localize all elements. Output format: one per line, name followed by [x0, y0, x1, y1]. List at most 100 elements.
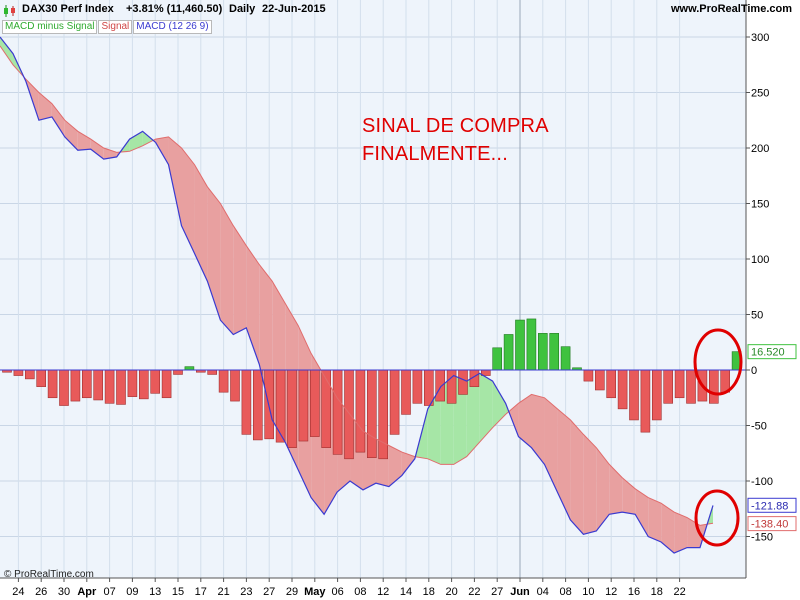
fill-bull-segment [466, 373, 480, 457]
histogram-bar [59, 369, 69, 406]
histogram-bar [708, 369, 719, 404]
histogram-bar [537, 333, 548, 371]
histogram-bar [47, 369, 58, 399]
fill-bear-segment [388, 445, 402, 487]
tag-signal: -138.40 [751, 519, 788, 531]
fill-bear-segment [557, 408, 571, 520]
x-axis: 24 26 30 Apr 07 09 13 15 17 21 23 27 29 May 06 08 12 14 18… [12, 578, 686, 598]
histogram-bar [401, 369, 411, 415]
x-tick-label: 09 [126, 586, 138, 598]
histogram-bar [116, 369, 126, 405]
histogram-bar [36, 369, 47, 387]
histogram-bar [560, 346, 571, 371]
histogram-bar [503, 334, 514, 371]
x-tick-label: 07 [103, 586, 115, 598]
x-tick-label: 27 [263, 586, 275, 598]
price-change: +3.81% (11,460.50) [126, 3, 223, 15]
x-tick-label: 14 [400, 586, 412, 598]
fill-bear-segment [661, 503, 675, 554]
fill-bear-segment [207, 186, 221, 321]
x-tick-label: 24 [12, 586, 24, 598]
histogram-bar [104, 369, 115, 404]
x-tick-label: 08 [354, 586, 366, 598]
histogram-bar [515, 319, 525, 371]
legend-histogram[interactable]: MACD minus Signal [2, 20, 98, 34]
histogram-bar [412, 369, 423, 404]
histogram-bar [492, 347, 503, 371]
legend-signal[interactable]: Signal [98, 20, 133, 34]
fill-bear-segment [103, 148, 117, 160]
x-tick-label: 15 [172, 586, 184, 598]
fill-bear-segment [181, 148, 195, 254]
x-tick-label: May [304, 586, 326, 598]
y-tick-label: 100 [751, 254, 769, 266]
annotation-line-1: SINAL DE COMPRA [362, 115, 549, 137]
x-tick-label: 20 [445, 586, 457, 598]
value-tags: 16.520 -121.88 -138.40 [747, 344, 797, 532]
fill-bull-segment [427, 386, 441, 465]
fill-bear-segment [220, 203, 234, 335]
candlestick-icon[interactable] [3, 4, 17, 17]
x-tick-label: 17 [195, 586, 207, 598]
histogram-bar [275, 369, 286, 443]
histogram-bar [663, 369, 674, 404]
histogram-bar [287, 369, 297, 448]
histogram-bar [13, 369, 24, 376]
site-url[interactable]: www.ProRealTime.com [670, 3, 792, 15]
histogram-bar [241, 369, 252, 435]
instrument-name: DAX30 Perf Index [22, 3, 114, 15]
fill-bear-segment [518, 394, 532, 448]
x-tick-label: Apr [77, 586, 97, 598]
x-tick-label: 23 [240, 586, 252, 598]
histogram-bar [127, 369, 138, 397]
legend-macd[interactable]: MACD (12 26 9) [133, 20, 212, 34]
fill-bear-segment [246, 245, 260, 365]
fill-bull-segment [492, 381, 506, 428]
histogram-bar [686, 369, 696, 404]
histogram-bar [458, 369, 468, 395]
histogram-bar [82, 369, 92, 399]
fill-bear-segment [38, 92, 52, 121]
indicator-legend: MACD minus Signal Signal MACD (12 26 9) [2, 20, 213, 34]
macd-line [0, 36, 714, 554]
x-tick-label: 18 [651, 586, 663, 598]
histogram-bar [207, 369, 217, 375]
y-tick-label: 250 [751, 88, 769, 100]
x-tick-label: 29 [286, 586, 298, 598]
fill-bull-segment [479, 373, 493, 443]
indicator-lines [0, 36, 714, 554]
histogram-bar [423, 369, 434, 406]
fill-bear-segment [531, 394, 545, 465]
histogram-bar [93, 369, 103, 401]
histogram-bar [617, 369, 628, 410]
histogram-bar [344, 369, 354, 460]
histogram-bar [366, 369, 377, 458]
x-tick-label: 18 [423, 586, 435, 598]
fill-bear-segment [648, 497, 662, 543]
x-tick-label: 22 [673, 586, 685, 598]
x-tick-label: 13 [149, 586, 161, 598]
fill-bear-segment [194, 164, 208, 282]
histogram-bar [674, 369, 685, 399]
annotation-line-2: FINALMENTE... [362, 143, 508, 165]
fill-bear-segment [609, 464, 623, 515]
tag-macd: -121.88 [751, 500, 788, 512]
histogram-bar [309, 369, 320, 437]
y-tick-label: 300 [751, 32, 769, 44]
histogram-bar [321, 369, 332, 448]
tag-histogram: 16.520 [751, 347, 785, 359]
x-tick-label: 22 [468, 586, 480, 598]
fill-bull-segment [453, 375, 467, 465]
histogram-bar [218, 369, 229, 393]
fill-bull-segment [129, 131, 143, 152]
fill-bear-segment [155, 136, 169, 165]
histogram-bar [332, 369, 343, 455]
fill-bear-segment [622, 477, 636, 515]
x-tick-label: 21 [217, 586, 229, 598]
x-tick-label: 10 [582, 586, 594, 598]
annotation-text: SINAL DE COMPRA FINALMENTE... [362, 112, 549, 168]
histogram-bar [651, 369, 662, 421]
fill-bear-segment [544, 397, 558, 493]
histogram-bar [24, 369, 35, 380]
buy-signal-circle-crossover [694, 489, 740, 547]
